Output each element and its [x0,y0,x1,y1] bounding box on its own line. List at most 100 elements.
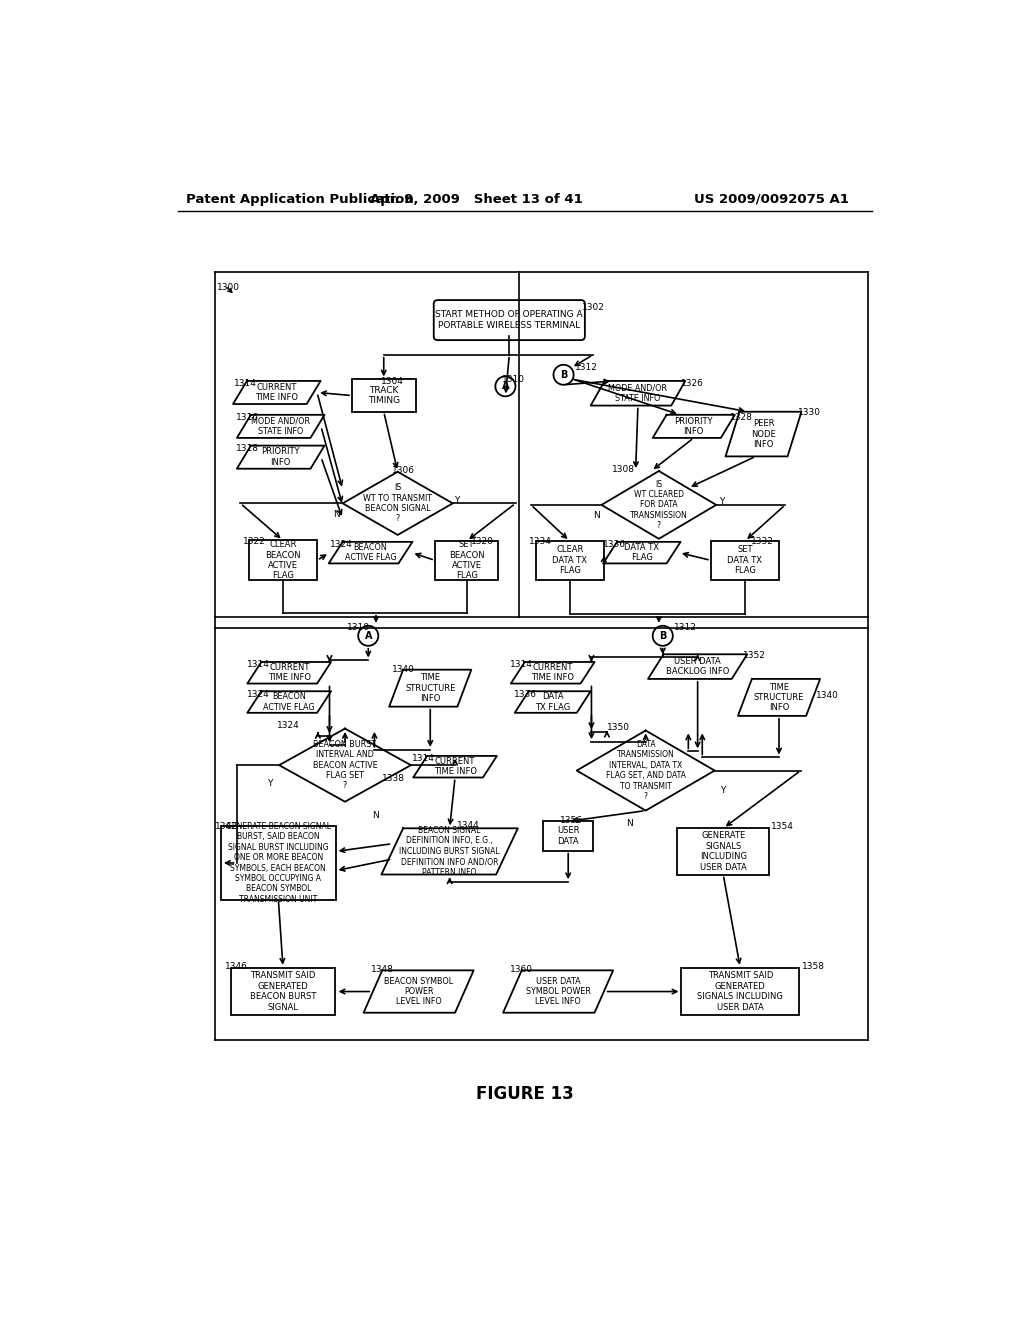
Polygon shape [511,663,595,684]
Text: CURRENT
TIME INFO: CURRENT TIME INFO [255,383,298,403]
Text: N: N [627,818,633,828]
FancyBboxPatch shape [352,379,416,412]
Circle shape [358,626,378,645]
Text: 1308: 1308 [612,465,635,474]
Text: DATA
TX FLAG: DATA TX FLAG [536,692,570,711]
Text: 1310: 1310 [346,623,370,632]
Polygon shape [603,543,681,564]
FancyBboxPatch shape [678,829,769,874]
Text: SET
BEACON
ACTIVE
FLAG: SET BEACON ACTIVE FLAG [449,540,484,581]
Polygon shape [248,692,331,713]
Text: 1352: 1352 [742,651,766,660]
Polygon shape [233,381,321,404]
Text: USER DATA
BACKLOG INFO: USER DATA BACKLOG INFO [666,657,729,676]
Text: 1326: 1326 [681,379,703,388]
FancyBboxPatch shape [230,968,335,1015]
Text: CLEAR
DATA TX
FLAG: CLEAR DATA TX FLAG [552,545,587,576]
Text: 1342: 1342 [215,822,238,832]
Text: 1332: 1332 [751,537,774,546]
Text: MODE AND/OR
STATE INFO: MODE AND/OR STATE INFO [608,384,668,403]
Text: Y: Y [719,498,725,506]
Text: 1312: 1312 [674,623,696,632]
Text: IS
WT CLEARED
FOR DATA
TRANSMISSION
?: IS WT CLEARED FOR DATA TRANSMISSION ? [630,479,688,531]
Text: A: A [365,631,372,640]
Polygon shape [237,414,325,438]
Text: A: A [502,381,509,391]
Text: BEACON SYMBOL
POWER
LEVEL INFO: BEACON SYMBOL POWER LEVEL INFO [384,977,454,1006]
Circle shape [496,376,515,396]
Polygon shape [381,829,518,874]
Text: 1358: 1358 [802,962,825,972]
Text: DATA TX
FLAG: DATA TX FLAG [625,543,659,562]
Polygon shape [237,446,325,469]
Text: IS
WT TO TRANSMIT
BEACON SIGNAL
?: IS WT TO TRANSMIT BEACON SIGNAL ? [364,483,432,524]
Text: SET
DATA TX
FLAG: SET DATA TX FLAG [727,545,763,576]
Text: PRIORITY
INFO: PRIORITY INFO [675,417,713,436]
Text: CLEAR
BEACON
ACTIVE
FLAG: CLEAR BEACON ACTIVE FLAG [265,540,301,581]
Polygon shape [329,543,413,564]
Polygon shape [414,756,497,777]
Text: 1336: 1336 [514,689,537,698]
FancyBboxPatch shape [711,541,779,579]
Text: MODE AND/OR
STATE INFO: MODE AND/OR STATE INFO [251,417,310,436]
Text: GENERATE
SIGNALS
INCLUDING
USER DATA: GENERATE SIGNALS INCLUDING USER DATA [699,832,746,871]
Text: BEACON
ACTIVE FLAG: BEACON ACTIVE FLAG [263,692,315,711]
Text: Y: Y [267,779,272,788]
FancyBboxPatch shape [536,541,604,579]
Polygon shape [515,692,591,713]
Polygon shape [648,655,748,678]
Text: 1314: 1314 [510,660,532,669]
Polygon shape [389,669,471,706]
Text: 1312: 1312 [575,363,598,372]
Text: 1348: 1348 [371,965,393,974]
Text: BEACON BURST
INTERVAL AND
BEACON ACTIVE
FLAG SET
?: BEACON BURST INTERVAL AND BEACON ACTIVE … [312,739,378,791]
Text: 1336: 1336 [603,540,626,549]
Text: Y: Y [455,496,460,504]
Text: CURRENT
TIME INFO: CURRENT TIME INFO [267,663,310,682]
Text: 1350: 1350 [607,723,630,731]
Text: 1324: 1324 [247,689,269,698]
Text: CURRENT
TIME INFO: CURRENT TIME INFO [433,756,476,776]
Text: Y: Y [720,785,725,795]
Polygon shape [364,970,474,1012]
FancyBboxPatch shape [543,821,593,850]
Text: 1304: 1304 [381,378,404,385]
Text: 1324: 1324 [331,540,353,549]
Text: 1334: 1334 [529,537,552,546]
Text: 1310: 1310 [502,375,524,384]
Text: Apr. 9, 2009   Sheet 13 of 41: Apr. 9, 2009 Sheet 13 of 41 [371,193,583,206]
Text: B: B [659,631,667,640]
Text: 1314: 1314 [247,660,269,669]
Text: N: N [334,510,340,519]
Text: N: N [593,511,600,520]
Polygon shape [738,678,820,715]
Text: 1328: 1328 [730,413,753,422]
Polygon shape [591,381,685,405]
Text: 1314: 1314 [413,755,435,763]
Text: BEACON SIGNAL
DEFINITION INFO, E.G.,
INCLUDING BURST SIGNAL
DEFINITION INFO AND/: BEACON SIGNAL DEFINITION INFO, E.G., INC… [399,826,500,876]
Circle shape [652,626,673,645]
Text: BEACON
ACTIVE FLAG: BEACON ACTIVE FLAG [345,543,396,562]
Polygon shape [726,412,802,457]
Circle shape [554,364,573,385]
FancyBboxPatch shape [435,541,499,579]
Text: 1360: 1360 [510,965,534,974]
Text: 1300: 1300 [217,284,240,292]
Text: 1324: 1324 [276,721,300,730]
FancyBboxPatch shape [434,300,585,341]
Text: CURRENT
TIME INFO: CURRENT TIME INFO [531,663,574,682]
Text: 1322: 1322 [243,537,265,546]
Text: TRANSMIT SAID
GENERATED
BEACON BURST
SIGNAL: TRANSMIT SAID GENERATED BEACON BURST SIG… [250,972,316,1011]
Text: 1318: 1318 [236,444,259,453]
Text: PEER
NODE
INFO: PEER NODE INFO [752,420,776,449]
Polygon shape [248,663,331,684]
Text: START METHOD OF OPERATING A
PORTABLE WIRELESS TERMINAL: START METHOD OF OPERATING A PORTABLE WIR… [435,310,583,330]
Text: GENERATE BEACON SIGNAL
BURST, SAID BEACON
SIGNAL BURST INCLUDING
ONE OR MORE BEA: GENERATE BEACON SIGNAL BURST, SAID BEACO… [226,822,331,904]
Polygon shape [652,414,735,438]
Text: 1346: 1346 [225,962,248,972]
Polygon shape [601,471,716,539]
Text: Patent Application Publication: Patent Application Publication [186,193,414,206]
Text: USER
DATA: USER DATA [557,826,580,846]
Text: 1340: 1340 [816,692,839,700]
Polygon shape [280,729,411,801]
